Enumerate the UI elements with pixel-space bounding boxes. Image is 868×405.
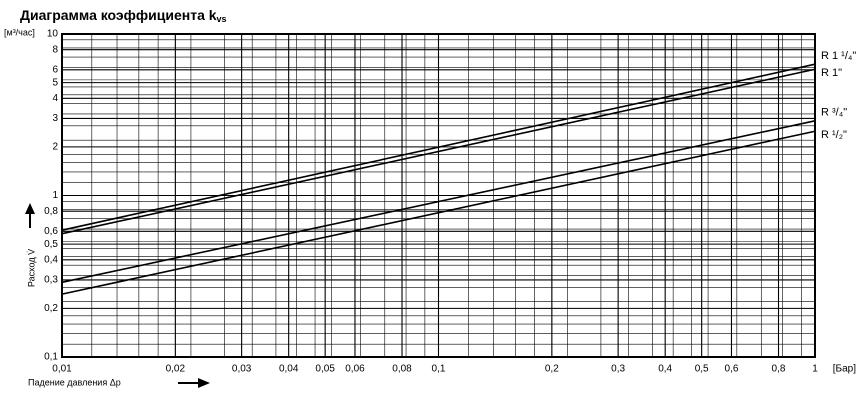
y-tick-label: 0,2: [44, 303, 58, 314]
y-axis-label: Расход V̇: [26, 249, 36, 287]
x-tick-label: 0,1: [432, 364, 446, 375]
y-tick-label: 8: [52, 44, 58, 55]
x-axis-label: Падение давления Δp: [28, 377, 121, 387]
x-tick-label: 0,06: [345, 364, 365, 375]
y-tick-label: 2: [52, 142, 58, 153]
series-line: [61, 63, 816, 231]
x-tick-label: 0,03: [232, 364, 252, 375]
series-label: R 1 ¹/₄": [821, 50, 856, 62]
y-tick-label: 6: [52, 64, 58, 75]
x-tick-label: 0,3: [611, 364, 625, 375]
x-tick-label: 0,08: [392, 364, 412, 375]
x-tick-label: 1: [812, 364, 818, 375]
series-line: [61, 120, 816, 284]
x-tick-label: 0,2: [545, 364, 559, 375]
x-tick-label: 0,04: [279, 364, 299, 375]
y-tick-label: 0,5: [44, 239, 58, 250]
x-tick-label: 0,6: [725, 364, 739, 375]
x-tick-label: 0,02: [166, 364, 186, 375]
y-tick-label: 0,8: [44, 206, 58, 217]
series-line: [61, 68, 816, 235]
x-tick-label: 0,5: [695, 364, 709, 375]
y-tick-label: 4: [52, 93, 58, 104]
chart-title: Диаграмма коэффициента kvs: [20, 7, 227, 25]
x-arrowhead: [198, 378, 210, 388]
series-label: R ³/₄": [821, 107, 847, 119]
series-line: [61, 130, 816, 295]
x-tick-label: 0,01: [52, 364, 72, 375]
y-tick-label: 10: [47, 29, 59, 40]
y-tick-label: 5: [52, 77, 58, 88]
y-unit: [м³/час]: [4, 27, 35, 37]
x-tick-label: 0,05: [315, 364, 335, 375]
x-tick-label: 0,4: [658, 364, 672, 375]
y-tick-label: 0,4: [44, 254, 58, 265]
x-tick-label: 0,8: [772, 364, 786, 375]
y-tick-label: 0,3: [44, 275, 58, 286]
y-tick-label: 0,6: [44, 226, 58, 237]
y-tick-label: 1: [52, 190, 58, 201]
title-main: Диаграмма коэффициента k: [20, 7, 217, 23]
title-subscript: vs: [217, 14, 227, 24]
y-tick-label: 3: [52, 113, 58, 124]
plot-frame: [61, 33, 816, 358]
y-tick-label: 0,1: [44, 352, 58, 363]
x-unit: [Бар]: [833, 364, 856, 375]
y-arrowhead: [25, 203, 35, 214]
series-label: R ¹/₂": [821, 129, 847, 141]
series-label: R 1": [821, 67, 842, 79]
